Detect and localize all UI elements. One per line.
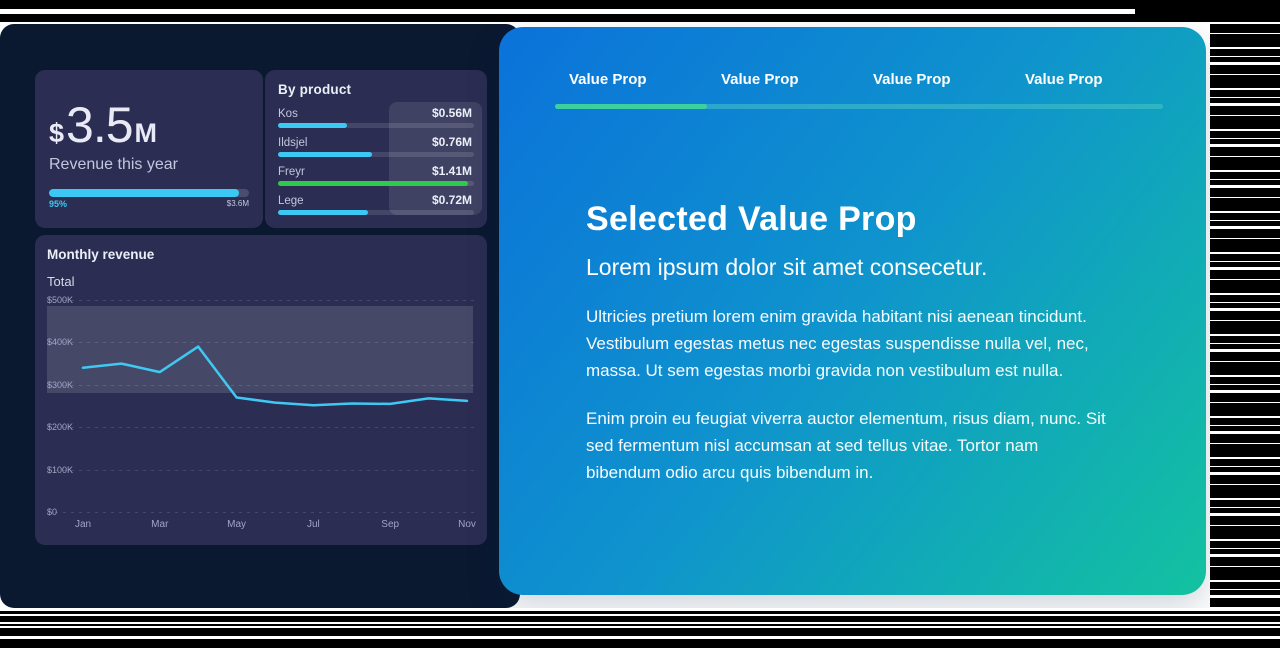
- x-axis-label: May: [227, 519, 247, 530]
- glitch-band-right: [1210, 0, 1280, 648]
- product-label: Freyr: [278, 166, 305, 178]
- product-bar-track: [278, 152, 474, 157]
- tab-value-prop-2[interactable]: Value Prop: [721, 71, 799, 88]
- product-bar: [278, 123, 347, 128]
- product-row: Freyr $1.41M: [278, 164, 474, 186]
- panel-subtitle: Lorem ipsum dolor sit amet consecetur.: [586, 254, 988, 280]
- monthly-revenue-card: Monthly revenue Total $0 $100K $200K $300K $…: [35, 235, 487, 545]
- gridline: [47, 427, 475, 429]
- revenue-progress-fill: [49, 189, 239, 197]
- monthly-revenue-title: Monthly revenue: [47, 247, 155, 262]
- highlight-band: [47, 305, 473, 394]
- x-axis-label: Mar: [151, 519, 169, 530]
- panel-paragraph-2: Enim proin eu feugiat viverra auctor ele…: [586, 409, 1106, 482]
- by-product-title: By product: [278, 82, 352, 97]
- y-axis-label: $0: [47, 507, 58, 517]
- dashboard-panel: $ 3.5 M Revenue this year 95% $3.6M By p…: [0, 24, 520, 608]
- product-value: $0.76M: [431, 135, 472, 149]
- y-axis-label: $500K: [47, 295, 74, 305]
- tab-value-prop-3[interactable]: Value Prop: [873, 71, 951, 88]
- gridline: [47, 469, 475, 471]
- product-bar: [278, 210, 369, 215]
- by-product-rows: Kos $0.56M Ildsjel $0.76M Freyr $1.41M: [278, 106, 474, 215]
- revenue-line-series: [81, 345, 469, 407]
- product-bar: [278, 181, 469, 186]
- product-bar-track: [278, 123, 474, 128]
- panel-body: Ultricies pretium lorem enim gravida hab…: [586, 303, 1126, 486]
- tab-value-prop-4[interactable]: Value Prop: [1025, 71, 1103, 88]
- tab-row: Value Prop Value Prop Value Prop Value P…: [555, 71, 1163, 88]
- product-row: Ildsjel $0.76M: [278, 135, 474, 157]
- x-axis-label: Jul: [306, 519, 320, 530]
- panel-paragraph-1: Ultricies pretium lorem enim gravida hab…: [586, 307, 1089, 380]
- product-value: $0.56M: [431, 106, 472, 120]
- product-label: Kos: [278, 108, 298, 120]
- tab-bar: Value Prop Value Prop Value Prop Value P…: [555, 71, 1163, 109]
- monthly-revenue-chart: $0 $100K $200K $300K $400K $500K: [47, 295, 475, 517]
- revenue-card: $ 3.5 M Revenue this year 95% $3.6M: [35, 70, 263, 228]
- revenue-value: 3.5: [66, 97, 134, 153]
- revenue-progress-percent: 95%: [49, 199, 68, 209]
- product-row: Kos $0.56M: [278, 106, 474, 128]
- product-row: Lege $0.72M: [278, 193, 474, 215]
- y-axis-label: $100K: [47, 464, 74, 475]
- series-label: Total: [47, 274, 75, 289]
- panel-title: Selected Value Prop: [586, 200, 917, 238]
- revenue-suffix: M: [134, 118, 158, 148]
- y-axis-label: $200K: [47, 422, 74, 433]
- value-prop-panel: Value Prop Value Prop Value Prop Value P…: [499, 27, 1206, 595]
- x-axis-label: Jan: [74, 519, 92, 530]
- revenue-progress-track: [49, 189, 249, 197]
- tab-underline-track: [555, 104, 1163, 109]
- by-product-card: By product Kos $0.56M Ildsjel $0.76M: [265, 70, 487, 228]
- y-axis-label: $400K: [47, 337, 74, 348]
- product-bar: [278, 152, 373, 157]
- value-column-highlight: [389, 102, 482, 215]
- product-value: $0.72M: [431, 193, 472, 207]
- tab-value-prop-1[interactable]: Value Prop: [569, 71, 647, 88]
- y-axis-label: $300K: [47, 379, 74, 390]
- revenue-progress-meta: 95% $3.6M: [49, 199, 249, 209]
- glitch-band-top: [0, 0, 1280, 22]
- revenue-progress-target: $3.6M: [226, 199, 249, 208]
- revenue-amount: $ 3.5 M: [49, 100, 249, 150]
- gridline: [47, 512, 475, 513]
- product-bar-track: [278, 210, 474, 215]
- revenue-currency: $: [49, 118, 65, 148]
- x-axis: Jan Mar May Jul Sep Nov: [47, 519, 476, 539]
- product-bar-track: [278, 181, 474, 186]
- gridline: [47, 342, 475, 344]
- x-axis-label: Sep: [381, 519, 400, 530]
- product-label: Ildsjel: [278, 137, 308, 149]
- panel-content: Selected Value Prop Lorem ipsum dolor si…: [586, 197, 1126, 486]
- tab-underline-active: [555, 104, 707, 109]
- product-label: Lege: [278, 195, 304, 207]
- revenue-label: Revenue this year: [49, 156, 178, 173]
- gridline: [47, 384, 475, 386]
- glitch-band-bottom: [0, 608, 1280, 648]
- x-axis-label: Nov: [458, 519, 476, 530]
- glitch-white-line: [0, 9, 1135, 14]
- product-value: $1.41M: [431, 164, 472, 178]
- gridline: [47, 300, 475, 301]
